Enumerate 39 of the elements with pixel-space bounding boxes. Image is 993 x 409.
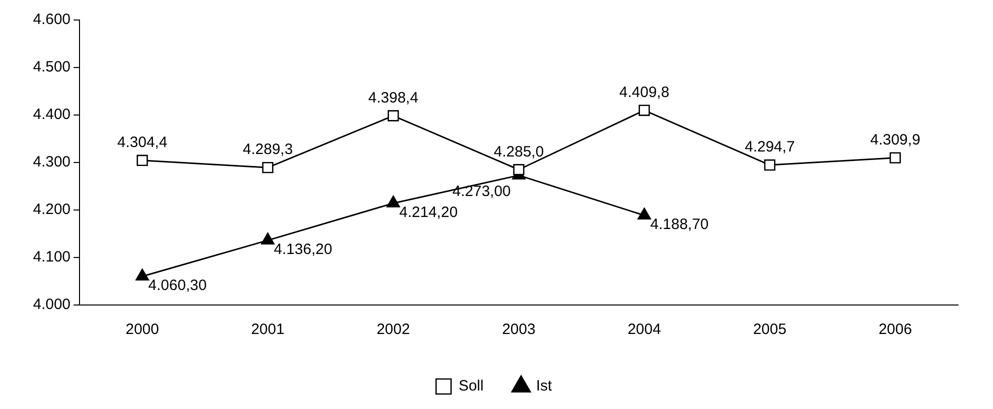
point	[262, 162, 274, 174]
point	[388, 110, 399, 122]
legend-label: Ist	[536, 378, 553, 395]
point	[386, 196, 400, 208]
data-label: 4.136,20	[274, 240, 332, 258]
data-label: 4.285,0	[494, 143, 544, 160]
point	[261, 232, 274, 244]
y-tick-label: 4.400	[32, 106, 71, 124]
point	[764, 159, 776, 171]
data-label: 4.188,70	[650, 216, 709, 234]
point	[638, 208, 651, 220]
legend-label: Soll	[458, 378, 484, 395]
y-tick-label: 4.600	[32, 11, 71, 28]
x-tick-label: 2001	[251, 321, 284, 338]
data-label: 4.060,30	[148, 277, 207, 294]
y-tick-label: 4.100	[32, 248, 71, 266]
point	[638, 104, 650, 116]
data-label: 4.398,4	[368, 89, 418, 106]
data-label: 4.273,00	[452, 182, 511, 200]
data-label: 4.309,9	[870, 131, 920, 148]
data-label: 4.214,20	[399, 204, 458, 221]
x-tick-label: 2004	[628, 321, 661, 338]
data-label: 4.304,4	[117, 134, 168, 152]
point	[136, 154, 148, 166]
y-tick-label: 4.200	[32, 201, 71, 218]
point	[513, 164, 524, 176]
y-tick-label: 4.300	[32, 154, 71, 171]
x-tick-label: 2003	[502, 321, 536, 338]
x-tick-label: 2000	[126, 321, 159, 338]
point	[890, 152, 901, 164]
y-tick-label: 4.000	[32, 296, 71, 314]
data-label: 4.409,8	[619, 84, 670, 101]
data-label: 4.294,7	[744, 138, 795, 156]
y-tick-label: 4.500	[32, 58, 71, 76]
x-tick-label: 2002	[376, 321, 410, 338]
x-tick-label: 2006	[878, 321, 912, 338]
data-label: 4.289,3	[242, 141, 293, 158]
x-tick-label: 2005	[753, 321, 786, 338]
point	[136, 268, 149, 281]
